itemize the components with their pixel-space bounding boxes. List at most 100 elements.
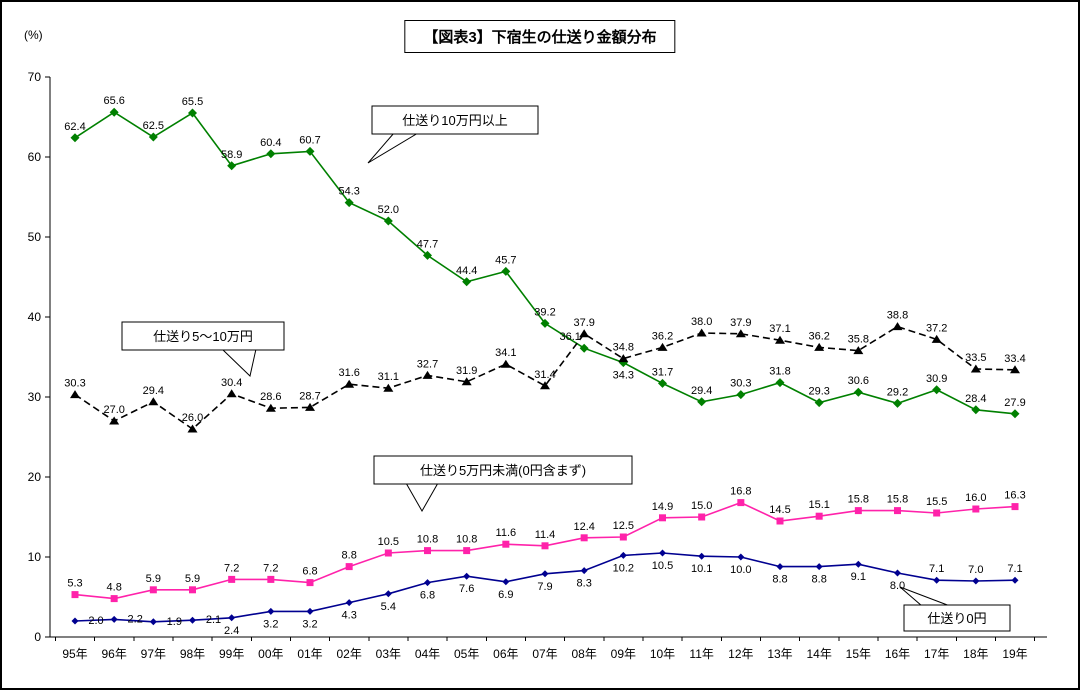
svg-text:04年: 04年 [415,647,440,661]
svg-text:29.2: 29.2 [887,386,908,398]
svg-text:03年: 03年 [376,647,401,661]
svg-text:10.5: 10.5 [652,560,673,572]
svg-text:7.0: 7.0 [968,564,983,576]
svg-text:10.8: 10.8 [417,534,438,546]
annotation-callout-1: 仕送り5〜10万円 [121,321,285,377]
svg-text:14年: 14年 [806,647,831,661]
svg-text:35.8: 35.8 [848,334,869,346]
svg-text:62.4: 62.4 [64,121,85,133]
svg-text:12年: 12年 [728,647,753,661]
svg-text:14.5: 14.5 [769,504,790,516]
svg-text:10.5: 10.5 [378,536,399,548]
svg-text:仕送り5万円未満(0円含まず): 仕送り5万円未満(0円含まず) [420,463,586,478]
svg-text:36.2: 36.2 [808,330,829,342]
svg-text:36.2: 36.2 [652,330,673,342]
svg-text:8.0: 8.0 [890,580,905,592]
svg-text:39.2: 39.2 [534,306,555,318]
svg-text:99年: 99年 [219,647,244,661]
svg-text:26.0: 26.0 [182,412,203,424]
y-axis-unit-label: (%) [24,28,43,42]
svg-text:30.6: 30.6 [848,375,869,387]
series-3-labels: 2.0 2.2 1.9 2.12.4 3.2 3.2 4.3 5.4 6.8 7.6 6.9 7.9 8… [88,560,1022,637]
svg-text:05年: 05年 [454,647,479,661]
svg-text:98年: 98年 [180,647,205,661]
svg-text:02年: 02年 [336,647,361,661]
svg-text:38.8: 38.8 [887,310,908,322]
svg-text:33.5: 33.5 [965,352,986,364]
svg-text:2.1: 2.1 [206,614,221,626]
svg-text:10.0: 10.0 [730,564,751,576]
svg-text:34.8: 34.8 [613,342,634,354]
svg-text:5.4: 5.4 [381,601,396,613]
x-axis-ticks: 95年 96年 97年 98年 99年 00年 01年 02年 03年 04年 05年 06年 07年 0… [54,637,1036,661]
svg-text:5.9: 5.9 [146,573,161,585]
svg-text:7.2: 7.2 [263,562,278,574]
svg-text:15.0: 15.0 [691,500,712,512]
svg-text:31.6: 31.6 [338,367,359,379]
svg-text:11.6: 11.6 [496,527,517,539]
svg-text:36.1: 36.1 [559,331,580,343]
svg-text:18年: 18年 [963,647,988,661]
svg-text:30.3: 30.3 [64,378,85,390]
svg-text:14.9: 14.9 [652,501,673,513]
svg-text:30: 30 [28,390,42,404]
svg-text:10: 10 [28,550,42,564]
svg-text:07年: 07年 [532,647,557,661]
svg-text:60: 60 [28,150,42,164]
svg-text:3.2: 3.2 [302,618,317,630]
svg-text:2.2: 2.2 [128,613,143,625]
svg-text:9.1: 9.1 [851,571,866,583]
svg-text:60.4: 60.4 [260,137,281,149]
svg-text:7.9: 7.9 [537,581,552,593]
svg-text:34.1: 34.1 [495,347,516,359]
series-2-labels: 5.3 4.8 5.9 5.9 7.2 7.2 6.8 8.8 10.5 10.8 10.8 11.6… [67,486,1025,594]
svg-text:10年: 10年 [650,647,675,661]
svg-text:15.8: 15.8 [848,494,869,506]
svg-text:16.8: 16.8 [730,486,751,498]
svg-text:6.9: 6.9 [498,589,513,601]
svg-text:10.8: 10.8 [456,534,477,546]
svg-text:11年: 11年 [689,647,713,661]
svg-text:01年: 01年 [297,647,322,661]
svg-text:31.9: 31.9 [456,365,477,377]
svg-text:4.8: 4.8 [107,582,122,594]
axes [49,77,1047,638]
svg-text:2.0: 2.0 [88,615,103,627]
svg-text:16年: 16年 [885,647,910,661]
svg-text:30.4: 30.4 [221,377,242,389]
svg-text:15.8: 15.8 [887,494,908,506]
svg-text:仕送り0円: 仕送り0円 [927,611,986,626]
svg-text:33.4: 33.4 [1004,353,1025,365]
svg-text:27.0: 27.0 [103,404,124,416]
annotation-callout-2: 仕送り5万円未満(0円含まず) [373,455,633,513]
svg-text:12.5: 12.5 [613,520,634,532]
svg-text:7.6: 7.6 [459,583,474,595]
svg-text:38.0: 38.0 [691,316,712,328]
series-3 [71,549,1019,626]
svg-text:16.3: 16.3 [1004,490,1025,502]
svg-text:30.3: 30.3 [730,378,751,390]
svg-text:6.8: 6.8 [420,590,435,602]
svg-text:16.0: 16.0 [965,492,986,504]
svg-text:54.3: 54.3 [338,186,359,198]
svg-text:47.7: 47.7 [417,238,438,250]
svg-text:仕送り10万円以上: 仕送り10万円以上 [402,113,507,128]
svg-text:44.4: 44.4 [456,265,477,277]
annotation-callout-0: 仕送り10万円以上 [367,105,539,164]
series-1 [70,322,1020,433]
svg-text:60.7: 60.7 [299,134,320,146]
svg-text:19年: 19年 [1002,647,1027,661]
svg-text:00年: 00年 [258,647,283,661]
svg-text:29.4: 29.4 [143,385,164,397]
svg-text:52.0: 52.0 [378,204,399,216]
svg-text:8.3: 8.3 [577,578,592,590]
svg-text:20: 20 [28,470,42,484]
svg-text:17年: 17年 [924,647,949,661]
svg-text:6.8: 6.8 [302,566,317,578]
svg-text:3.2: 3.2 [263,618,278,630]
svg-text:58.9: 58.9 [221,149,242,161]
svg-text:1.9: 1.9 [167,616,182,628]
svg-text:37.9: 37.9 [573,317,594,329]
